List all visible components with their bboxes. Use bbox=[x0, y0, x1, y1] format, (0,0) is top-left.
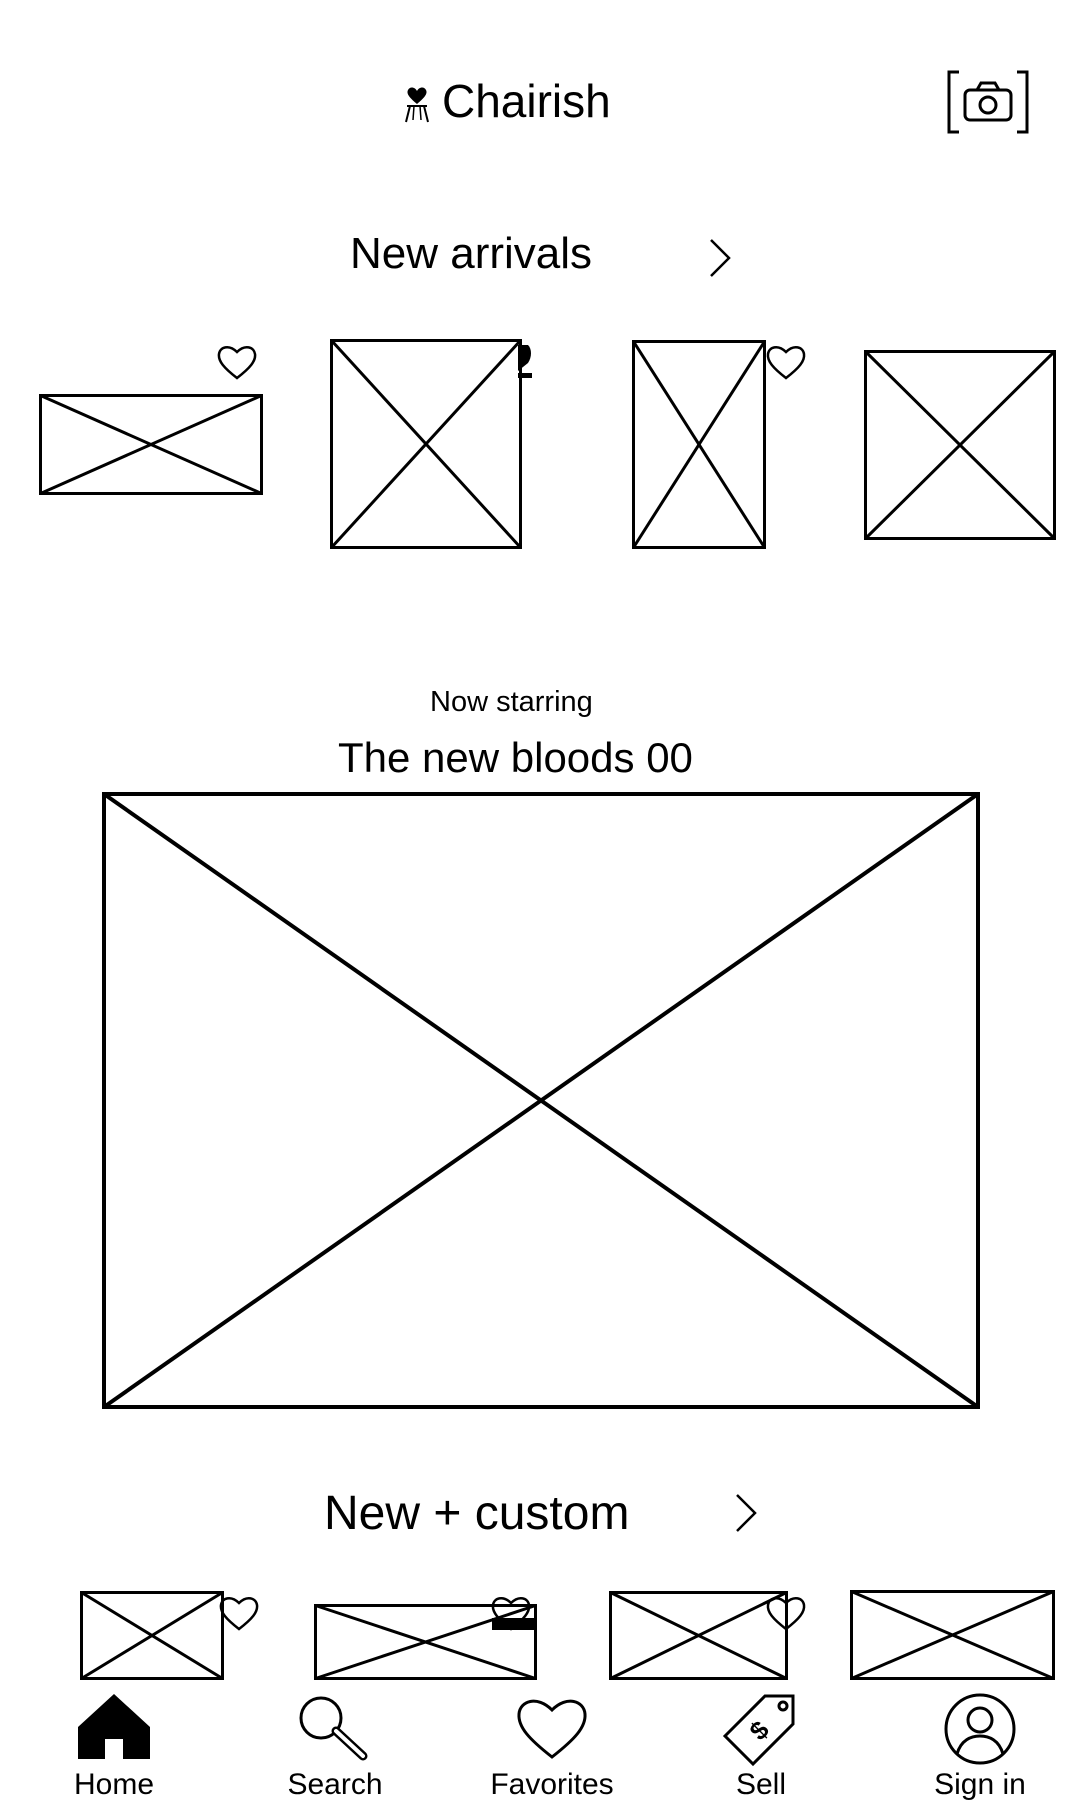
feature-title[interactable]: The new bloods 00 bbox=[338, 734, 693, 781]
heart-badge-fill bbox=[492, 1618, 534, 1630]
user-avatar-icon bbox=[943, 1692, 1017, 1766]
product-image-placeholder[interactable] bbox=[850, 1590, 1055, 1680]
home-icon bbox=[77, 1693, 151, 1761]
brand-name: Chairish bbox=[442, 75, 611, 127]
nav-favorites[interactable]: Favorites bbox=[482, 1690, 622, 1800]
product-image-placeholder[interactable] bbox=[39, 394, 263, 495]
svg-text:$: $ bbox=[743, 1714, 775, 1746]
nav-label-home: Home bbox=[73, 1768, 155, 1801]
heart-filled-partial-icon[interactable] bbox=[518, 343, 534, 379]
nav-search[interactable]: Search bbox=[276, 1690, 394, 1800]
nav-label-sign-in: Sign in bbox=[934, 1768, 1026, 1801]
heart-outline-icon[interactable] bbox=[490, 1594, 532, 1632]
nav-label-favorites: Favorites bbox=[490, 1768, 614, 1801]
nav-sell[interactable]: $ Sell bbox=[711, 1690, 811, 1800]
product-image-placeholder[interactable] bbox=[632, 340, 766, 549]
product-image-placeholder[interactable] bbox=[330, 339, 522, 549]
product-image-placeholder[interactable] bbox=[80, 1591, 224, 1680]
chair-heart-logo-icon bbox=[402, 84, 432, 124]
price-tag-icon: $ bbox=[721, 1692, 801, 1768]
heart-outline-icon[interactable] bbox=[218, 1594, 260, 1632]
chevron-right-icon[interactable] bbox=[709, 238, 731, 278]
heart-icon bbox=[515, 1695, 589, 1761]
feature-image-placeholder[interactable] bbox=[102, 792, 980, 1409]
chevron-right-icon[interactable] bbox=[735, 1493, 757, 1533]
new-arrivals-title[interactable]: New arrivals bbox=[350, 229, 593, 278]
nav-label-sell: Sell bbox=[735, 1768, 787, 1801]
nav-sign-in[interactable]: Sign in bbox=[925, 1690, 1035, 1800]
search-icon bbox=[297, 1694, 373, 1764]
nav-label-search: Search bbox=[287, 1768, 383, 1801]
product-image-placeholder[interactable] bbox=[609, 1591, 788, 1680]
heart-outline-icon[interactable] bbox=[765, 1594, 807, 1632]
camera-scan-icon[interactable] bbox=[947, 70, 1029, 134]
product-image-placeholder[interactable] bbox=[864, 350, 1056, 540]
nav-home[interactable]: Home bbox=[58, 1690, 170, 1800]
new-custom-title[interactable]: New + custom bbox=[324, 1487, 630, 1540]
feature-kicker: Now starring bbox=[430, 686, 593, 718]
heart-outline-icon[interactable] bbox=[765, 343, 807, 381]
heart-outline-icon[interactable] bbox=[216, 343, 258, 381]
